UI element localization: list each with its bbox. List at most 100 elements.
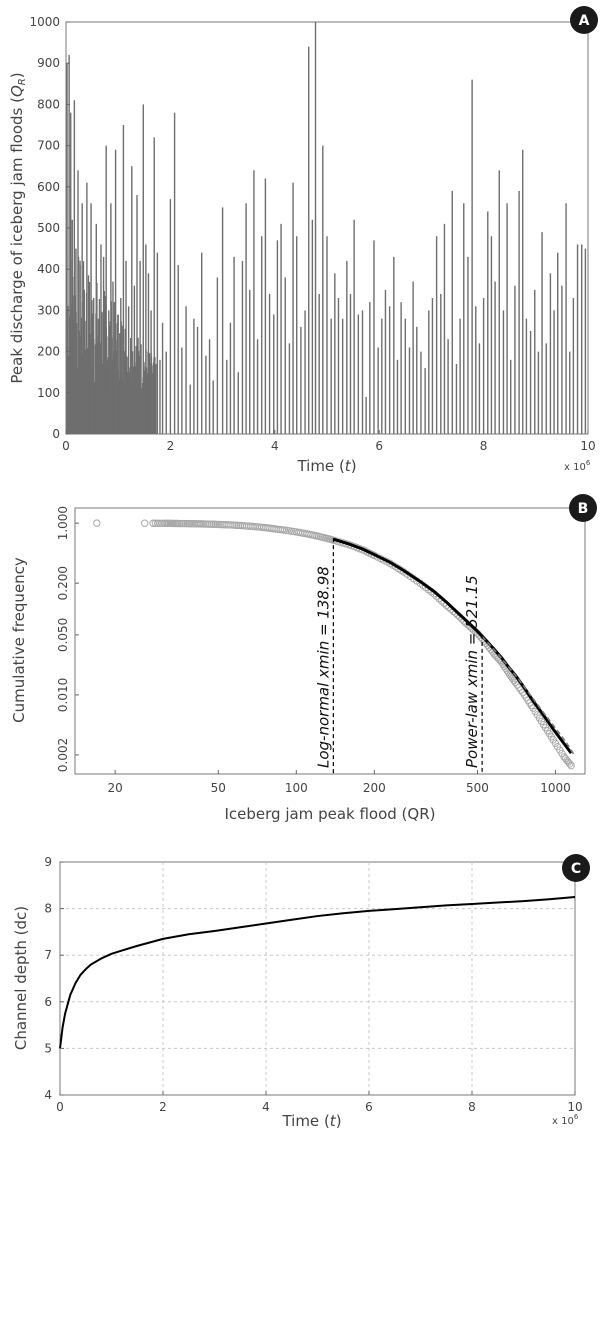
panel-b-y-tick-label: 0.050 — [56, 618, 70, 652]
panel-a-bar — [322, 145, 324, 434]
panel-c-x-multiplier: x 106 — [552, 1113, 579, 1127]
panel-a-bar — [73, 100, 76, 434]
panel-a-bar — [201, 252, 203, 434]
panel-a-bar — [249, 289, 251, 434]
panel-a-bar — [79, 265, 81, 434]
panel-a-bar — [311, 219, 314, 434]
panel-a-bar — [100, 244, 102, 434]
panel-a-bar — [557, 252, 559, 434]
panel-a-bar — [233, 256, 235, 434]
panel-a-bar — [369, 302, 371, 434]
panel-c-x-tick-label: 6 — [365, 1100, 373, 1114]
panel-a-bar — [68, 54, 70, 435]
panel-b-point — [206, 520, 214, 528]
panel-a-badge — [570, 6, 598, 34]
panel-c-x-tick-label: 0 — [56, 1100, 64, 1114]
panel-a-y-tick-label: 400 — [37, 262, 60, 276]
panel-a-bar — [525, 318, 528, 434]
panel-c-badge — [562, 854, 590, 882]
panel-c-y-ticks: 4 5 6 7 8 9 — [44, 855, 64, 1102]
panel-c-plot-area — [59, 861, 576, 1096]
panel-a-bar — [565, 203, 567, 434]
panel-a-bar — [365, 396, 367, 434]
panel-a-y-tick-label: 700 — [37, 139, 60, 153]
panel-b-y-tick-label: 0.010 — [56, 678, 70, 712]
panel-c-y-tick-label: 6 — [44, 995, 52, 1009]
panel-a-bar — [498, 170, 500, 434]
panel-a-bar — [241, 260, 244, 434]
panel-a-bar — [377, 347, 379, 434]
panel-a-bar — [502, 310, 505, 434]
panel-a-bar — [494, 281, 496, 434]
panel-a-bar — [296, 236, 298, 434]
panel-a-bar — [288, 343, 291, 434]
panel-a-bar — [159, 359, 161, 434]
panel-a-bar — [314, 22, 317, 434]
panel-a-bar — [173, 112, 176, 434]
panel-a-bar — [334, 273, 336, 434]
panel-a-bar — [284, 277, 286, 434]
panel-c-x-tick-label: 10 — [567, 1100, 582, 1114]
panel-a-bar — [114, 149, 117, 434]
panel-a-bar — [177, 265, 179, 434]
panel-c-y-tick-label: 7 — [44, 948, 52, 962]
panel-a-bar — [189, 384, 191, 434]
panel-a-bar — [110, 203, 112, 434]
panel-a-x-tick-label: 8 — [480, 439, 488, 453]
panel-a-bar — [261, 236, 263, 434]
panel-a-bar — [245, 203, 247, 434]
panel-b-x-tick-label: 100 — [285, 781, 308, 795]
panel-a-bar — [529, 331, 532, 434]
panel-b-y-ticks: 1.000 0.200 0.050 0.010 0.002 — [56, 506, 79, 772]
panel-a-bar — [147, 273, 150, 434]
panel-a-bar — [196, 326, 199, 434]
panel-a-dense-bar — [72, 295, 74, 434]
panel-a-bar — [90, 203, 92, 434]
panel-a-bar — [276, 240, 279, 434]
panel-a-bar — [300, 326, 302, 434]
panel-a-y-ticks: 0 100 200 300 400 500 600 700 800 900 1000 — [29, 15, 70, 441]
panel-a-bar — [353, 219, 355, 434]
panel-c-channel-depth-line — [59, 895, 576, 1049]
panel-a-bar — [136, 195, 138, 434]
panel-a-bar — [522, 149, 524, 434]
panel-b-powerlaw-fit-line — [481, 635, 575, 756]
panel-a-bar — [471, 79, 473, 435]
panel-b-x-ticks: 20 50 100 200 500 1000 — [108, 770, 571, 795]
panel-a-bar — [428, 310, 430, 434]
panel-a-bar — [337, 298, 340, 434]
panel-a-bar — [416, 326, 418, 434]
panel-a-bar — [97, 318, 100, 434]
panel-a-bar — [125, 260, 127, 434]
panel-a-bar — [75, 248, 77, 434]
panel-a-bar — [478, 343, 481, 434]
panel-a-bar — [357, 314, 360, 434]
panel-a-bar — [381, 318, 383, 434]
panel-a-bar — [435, 236, 438, 434]
panel-a-bar — [443, 223, 446, 434]
panel-a-bar — [86, 182, 88, 434]
panel-a-bar — [66, 63, 68, 434]
panel-a-bar — [161, 322, 164, 434]
panel-a-bar — [237, 372, 239, 434]
panel-a-bar — [431, 298, 434, 434]
panel-c: 4 5 6 7 8 9 0 2 4 6 8 10 Channel depth (dc) Time (… — [12, 854, 590, 1130]
panel-b-lognormal-xmin-label: Log-normal xmin = 138.98 — [314, 566, 332, 768]
panel-a-bar — [534, 289, 536, 434]
panel-a-bar — [226, 359, 228, 434]
panel-b-point — [566, 760, 574, 768]
panel-a-bar — [95, 223, 97, 434]
panel-a-bar — [139, 260, 141, 434]
panel-a-x-axis-label: Time (t) — [296, 457, 356, 475]
panel-a-bar — [510, 359, 512, 434]
panel-a-bar — [256, 339, 259, 434]
panel-c-x-ticks: 0 2 4 6 8 10 — [56, 1091, 583, 1114]
panel-a-bar — [420, 351, 422, 434]
panel-c-y-tick-label: 4 — [44, 1088, 52, 1102]
panel-b-point — [507, 673, 516, 681]
panel-a-bar — [145, 244, 147, 434]
panel-a-bar — [205, 355, 207, 434]
panel-a-dense-bar — [155, 363, 157, 434]
panel-a-y-tick-label: 200 — [37, 345, 60, 359]
panel-a-bar — [482, 298, 485, 434]
